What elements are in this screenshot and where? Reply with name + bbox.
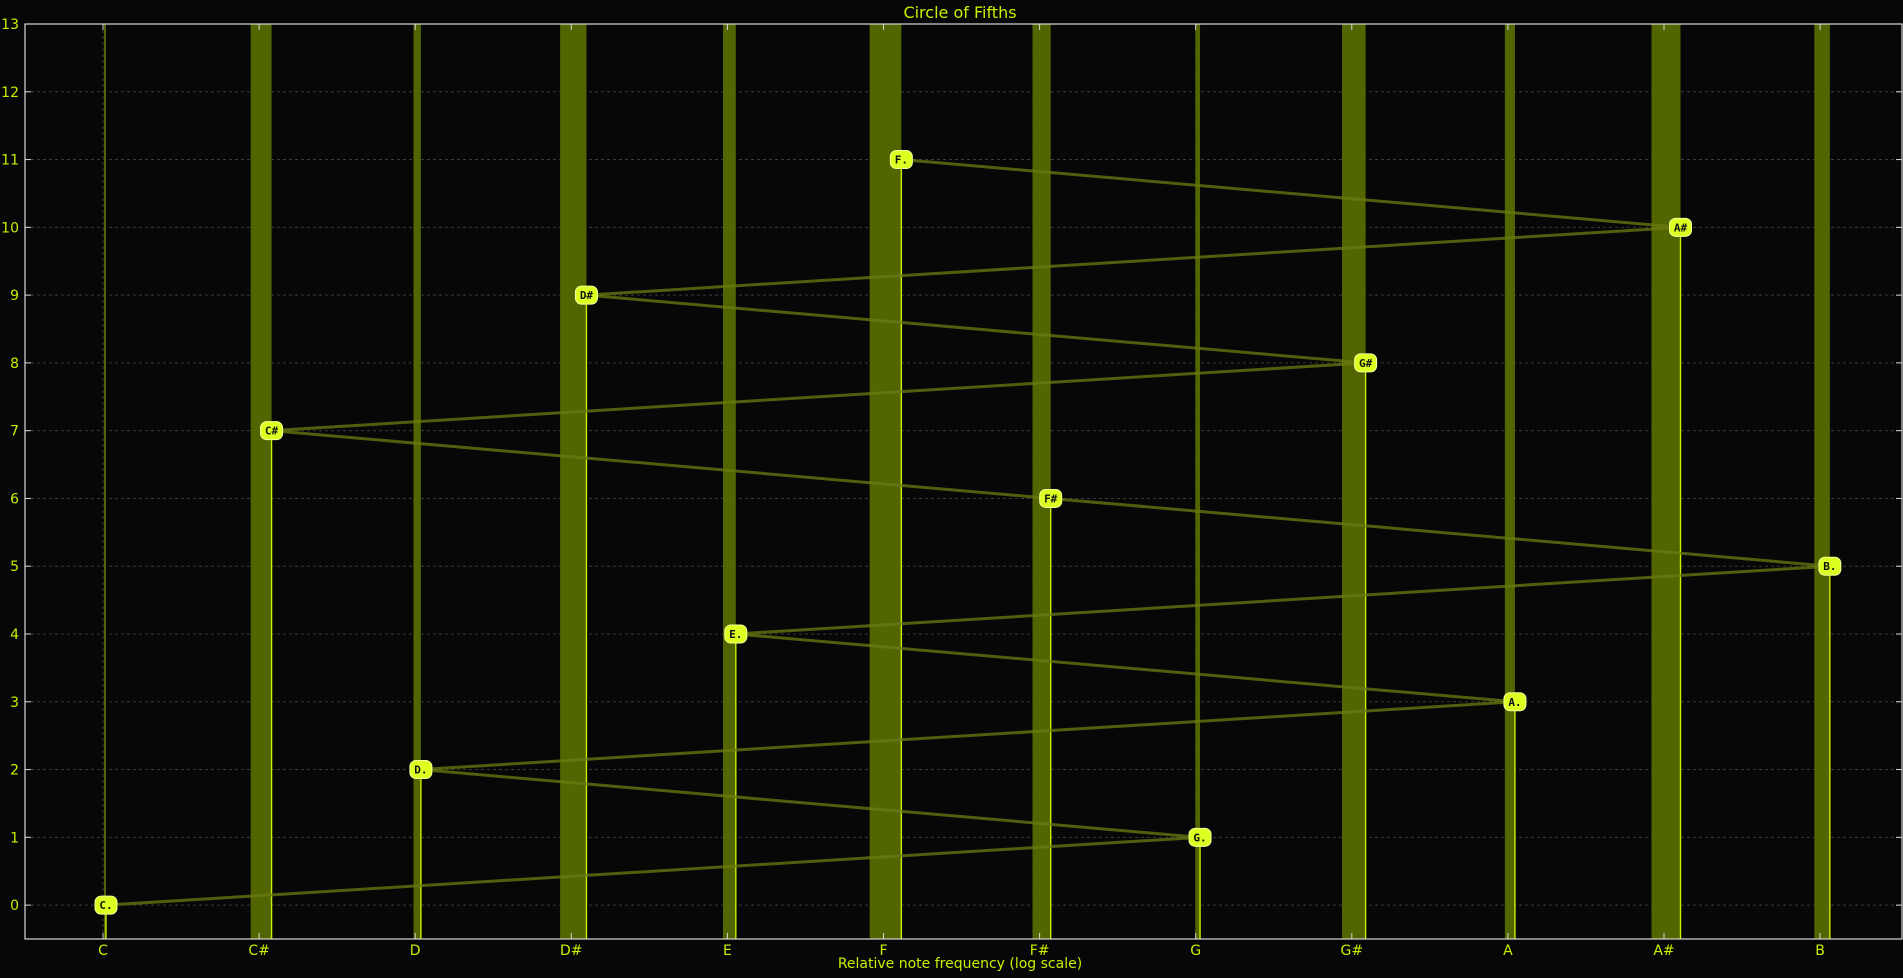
bar — [413, 24, 421, 939]
x-axis-ticks: C C# D D# E F F# G G# A A# B — [98, 24, 1825, 959]
x-tick-label: E — [723, 943, 732, 959]
note-marker-label: F. — [895, 154, 908, 167]
fifths-connectors — [105, 158, 1830, 907]
fifth-connector — [1050, 496, 1830, 568]
fifth-connector — [735, 564, 1830, 636]
bar — [1814, 24, 1830, 939]
x-axis-label: Relative note frequency (log scale) — [838, 956, 1082, 972]
fifth-connector — [420, 768, 1201, 839]
note-marker-box — [889, 150, 913, 170]
note-marker-box — [1818, 556, 1842, 576]
fifth-connector — [271, 361, 1366, 433]
bar — [1651, 24, 1681, 939]
bar — [869, 24, 902, 939]
note-marker-box — [260, 421, 284, 441]
x-tick-label: D# — [560, 943, 583, 959]
fifth-connector — [901, 158, 1681, 229]
note-marker-label: E. — [729, 628, 742, 641]
chart-title: Circle of Fifths — [903, 3, 1016, 22]
note-marker-box — [1039, 488, 1063, 508]
bar-series — [104, 24, 1831, 939]
x-tick-label: F — [879, 943, 887, 959]
y-tick-label: 3 — [10, 695, 19, 711]
note-marker-box — [1669, 217, 1692, 237]
note-marker-label: G. — [1193, 831, 1206, 844]
x-tick-label: B — [1815, 943, 1825, 959]
note-marker-label: C# — [265, 425, 279, 438]
x-tick-label: F# — [1030, 943, 1050, 959]
note-marker-label: A# — [1674, 221, 1688, 234]
y-tick-label: 13 — [1, 17, 19, 33]
note-marker-box — [1503, 692, 1527, 712]
y-tick-label: 7 — [10, 424, 19, 440]
note-marker-label: B. — [1823, 560, 1836, 573]
fifth-connector — [271, 429, 1051, 500]
note-marker-box — [1188, 827, 1212, 847]
fifth-connector — [586, 225, 1681, 297]
x-tick-label: A — [1503, 943, 1513, 959]
y-tick-label: 5 — [10, 559, 19, 575]
x-tick-label: D — [410, 943, 421, 959]
x-tick-label: C — [98, 943, 108, 959]
y-tick-label: 2 — [10, 763, 19, 779]
y-tick-label: 12 — [1, 85, 19, 101]
y-tick-label: 0 — [10, 898, 19, 914]
x-tick-label: G — [1190, 943, 1201, 959]
y-tick-label: 10 — [1, 220, 19, 236]
bar — [1342, 24, 1366, 939]
note-marker-label: D# — [580, 289, 594, 302]
x-tick-label: C# — [248, 943, 270, 959]
bar — [1032, 24, 1051, 939]
note-markers: C. C# D. D# E. F. F# G. G# A. A# B. — [94, 150, 1842, 915]
note-marker-label: D. — [414, 764, 427, 777]
note-marker-box — [409, 760, 433, 780]
y-tick-label: 4 — [10, 627, 19, 643]
y-tick-label: 1 — [10, 830, 19, 846]
note-marker-box — [724, 624, 748, 644]
y-tick-label: 9 — [10, 288, 19, 304]
fifth-connector — [420, 700, 1516, 772]
note-marker-box — [574, 285, 598, 305]
fifth-connector — [105, 835, 1201, 907]
bar — [723, 24, 736, 939]
bar — [560, 24, 587, 939]
note-marker-label: G# — [1359, 357, 1373, 370]
y-tick-label: 8 — [10, 356, 19, 372]
plot-frame — [24, 23, 1903, 940]
note-marker-label: C. — [99, 899, 112, 912]
note-marker-label: F# — [1044, 492, 1058, 505]
fifth-connector — [586, 293, 1366, 365]
fifth-connector — [735, 632, 1516, 704]
bar — [250, 24, 272, 939]
note-marker-box — [1354, 353, 1378, 373]
bar — [1504, 24, 1515, 939]
y-tick-label: 6 — [10, 491, 19, 507]
x-tick-label: A# — [1653, 943, 1674, 959]
note-marker-box — [94, 895, 118, 915]
x-tick-label: G# — [1341, 943, 1364, 959]
y-tick-label: 11 — [1, 153, 19, 169]
note-marker-label: A. — [1508, 696, 1521, 709]
bar — [1195, 24, 1201, 939]
bar — [104, 24, 106, 939]
